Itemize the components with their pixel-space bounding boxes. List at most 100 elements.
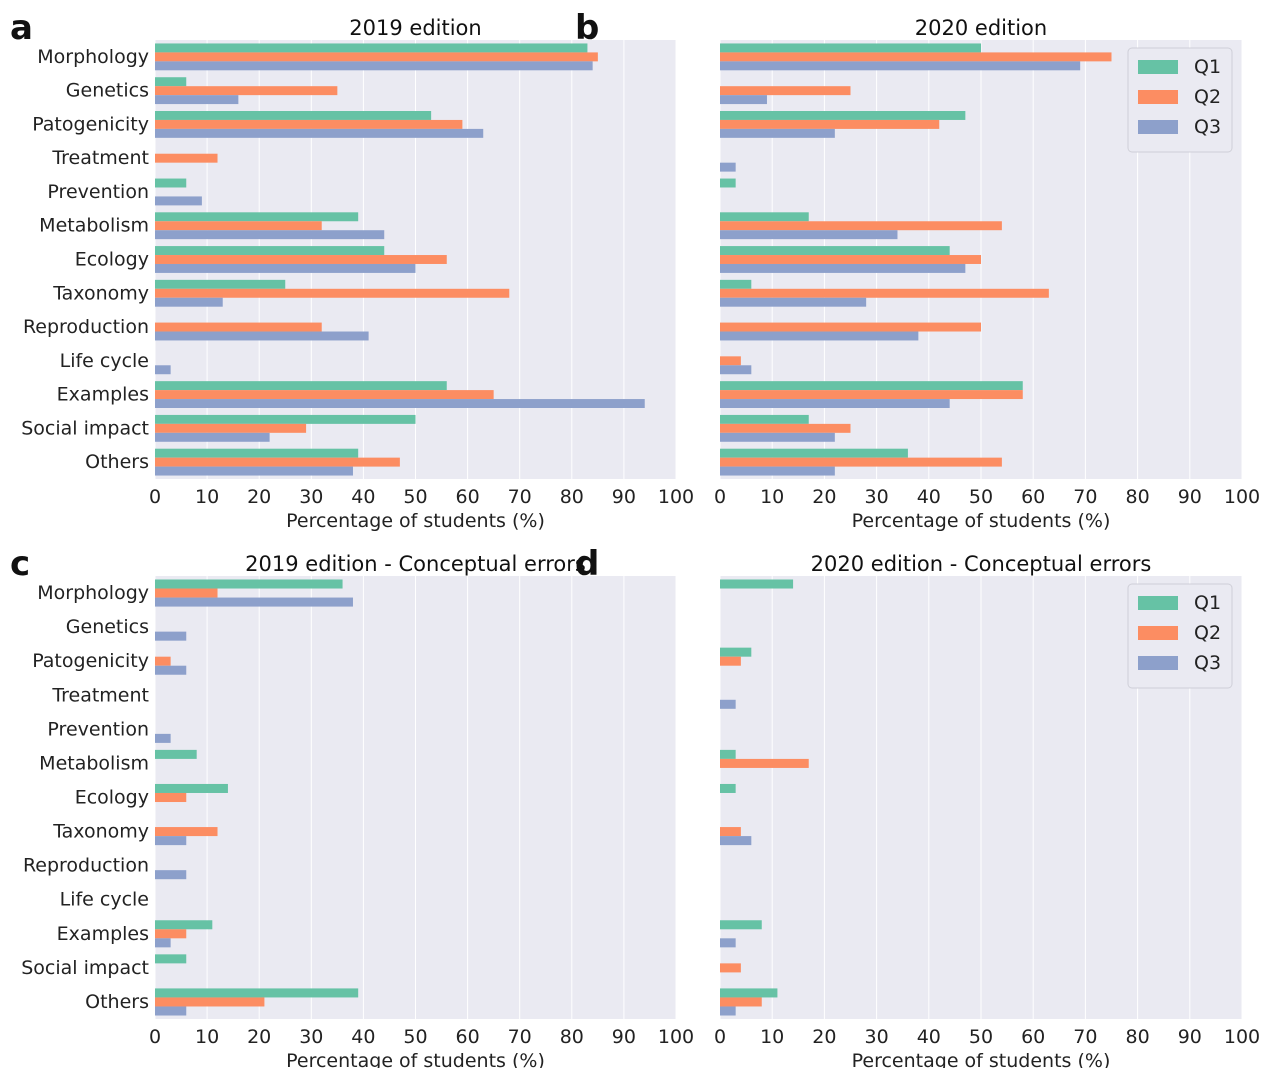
bar-q1 <box>155 381 447 391</box>
bar-q3 <box>720 162 736 172</box>
x-tick-label: 100 <box>658 1026 694 1048</box>
bar-q3 <box>155 733 171 743</box>
x-tick-label: 60 <box>456 486 480 508</box>
bar-q2 <box>155 997 265 1007</box>
x-tick-label: 10 <box>760 486 784 508</box>
x-axis-label: Percentage of students (%) <box>852 1050 1111 1068</box>
bar-q3 <box>720 230 898 240</box>
bar-q3 <box>155 95 239 105</box>
bar-q1 <box>155 414 416 424</box>
bar-q2 <box>720 656 741 666</box>
bar-q1 <box>155 178 187 188</box>
category-label: Social impact <box>21 417 149 439</box>
panel-title: 2020 edition <box>915 16 1047 40</box>
category-label: Others <box>85 451 149 473</box>
bar-q3 <box>155 61 593 71</box>
panel-title: 2020 edition - Conceptual errors <box>811 552 1152 576</box>
legend-label: Q1 <box>1194 56 1221 78</box>
x-tick-label: 20 <box>247 486 271 508</box>
panel-c: Morphology Genetics Patogenicity Treatment P… <box>10 544 694 1068</box>
x-tick-label: 50 <box>969 1026 993 1048</box>
bar-q2 <box>155 656 171 666</box>
x-tick-label: 80 <box>1126 1026 1150 1048</box>
x-tick-label: 50 <box>403 1026 427 1048</box>
category-label: Reproduction <box>23 855 149 877</box>
x-tick-label: 0 <box>714 486 726 508</box>
legend-swatch-q1 <box>1138 596 1178 610</box>
x-tick-label: 90 <box>612 486 636 508</box>
x-tick-label: 20 <box>812 1026 836 1048</box>
bar-q1 <box>155 783 228 793</box>
bar-q3 <box>155 399 645 409</box>
category-label: Examples <box>57 384 149 406</box>
category-label: Others <box>85 991 149 1013</box>
panel-title: 2019 edition <box>349 16 481 40</box>
bar-q1 <box>720 920 762 930</box>
legend: Q1 Q2 Q3 <box>1127 583 1233 689</box>
legend-label: Q2 <box>1194 86 1221 108</box>
panels: Morphology Genetics Patogenicity Treatment P… <box>10 8 1260 1068</box>
bar-q3 <box>155 263 416 273</box>
bar-q1 <box>155 954 187 964</box>
bar-q1 <box>155 246 385 256</box>
x-tick-label: 20 <box>812 486 836 508</box>
x-tick-label: 20 <box>247 1026 271 1048</box>
legend-swatch-q1 <box>1138 60 1178 74</box>
bar-q2 <box>155 153 218 163</box>
legend-swatch-q3 <box>1138 120 1178 134</box>
panel-b: 0 10 20 30 40 50 60 70 80 90 100 Percentage of stud… <box>575 8 1260 532</box>
x-tick-label: 100 <box>1224 1026 1260 1048</box>
panel-a: Morphology Genetics Patogenicity Treatment P… <box>10 8 694 532</box>
category-label: Prevention <box>47 181 149 203</box>
category-label: Genetics <box>66 616 149 638</box>
x-tick-label: 70 <box>1073 486 1097 508</box>
x-tick-label: 10 <box>195 486 219 508</box>
bar-q1 <box>155 279 286 289</box>
panel-letter: c <box>10 544 30 584</box>
bar-q1 <box>155 212 359 222</box>
bar-q2 <box>155 588 218 598</box>
bar-q2 <box>155 221 322 231</box>
category-label: Life cycle <box>60 350 149 372</box>
bar-q3 <box>720 95 767 105</box>
bar-q3 <box>155 938 171 948</box>
bar-q3 <box>720 263 966 273</box>
bar-q1 <box>720 579 794 589</box>
bar-q2 <box>720 322 981 332</box>
bar-q1 <box>720 381 1023 391</box>
bar-q2 <box>155 322 322 332</box>
bar-q1 <box>720 110 966 120</box>
bar-q1 <box>155 110 432 120</box>
category-label: Genetics <box>66 80 149 102</box>
x-axis-label: Percentage of students (%) <box>286 510 545 532</box>
bar-q2 <box>720 288 1049 298</box>
category-label: Metabolism <box>39 752 149 774</box>
bar-q3 <box>155 665 187 675</box>
bar-q3 <box>720 699 736 709</box>
x-tick-label: 70 <box>508 486 532 508</box>
bar-q3 <box>720 297 867 307</box>
panel-title: 2019 edition - Conceptual errors <box>245 552 586 576</box>
category-label: Ecology <box>75 787 149 809</box>
x-axis-label: Percentage of students (%) <box>852 510 1111 532</box>
legend-label: Q3 <box>1194 652 1221 674</box>
bar-q2 <box>720 423 851 433</box>
bar-q3 <box>720 331 919 341</box>
bar-q2 <box>720 86 851 96</box>
bar-q3 <box>720 128 835 138</box>
category-label: Examples <box>57 923 149 945</box>
x-tick-label: 10 <box>760 1026 784 1048</box>
bar-q3 <box>720 836 752 846</box>
bar-q3 <box>720 1006 736 1016</box>
bar-q3 <box>155 365 171 375</box>
category-label: Social impact <box>21 957 149 979</box>
bar-q1 <box>720 212 809 222</box>
bar-q1 <box>155 579 343 589</box>
bar-q2 <box>155 288 510 298</box>
panel-d: 0 10 20 30 40 50 60 70 80 90 100 Percentage of stud… <box>575 544 1260 1068</box>
x-tick-label: 90 <box>1178 1026 1202 1048</box>
x-tick-label: 70 <box>508 1026 532 1048</box>
bar-q1 <box>720 414 809 424</box>
bar-q3 <box>720 61 1081 71</box>
